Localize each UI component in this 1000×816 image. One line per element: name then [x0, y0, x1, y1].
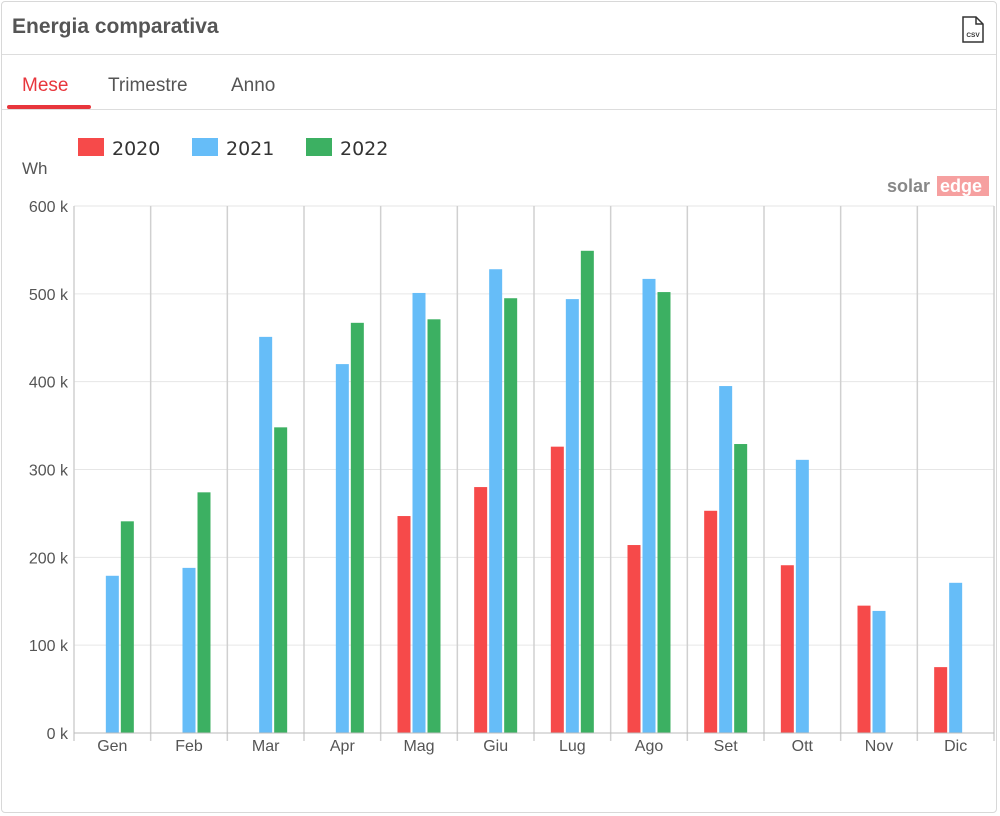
active-tab-indicator [7, 105, 91, 109]
x-tick-label: Nov [865, 738, 893, 755]
y-tick-label: 600 k [29, 199, 69, 216]
logo-solar-text: solar [887, 176, 930, 196]
solaredge-logo: solar edge [887, 176, 989, 196]
bar-2022-Apr[interactable] [350, 322, 364, 733]
x-tick-label: Apr [330, 738, 356, 755]
bar-2020-Nov[interactable] [857, 605, 871, 733]
x-tick-label: Ago [635, 738, 664, 755]
y-tick-label: 0 k [47, 726, 69, 743]
bar-2020-Giu[interactable] [474, 487, 488, 733]
legend-swatch-2022 [306, 138, 332, 156]
legend-swatch-2020 [78, 138, 104, 156]
panel-header: Energia comparativa CSV [2, 2, 996, 55]
legend-label[interactable]: 2020 [112, 138, 160, 160]
y-tick-label: 200 k [29, 550, 69, 567]
period-tabs: Mese Trimestre Anno [2, 55, 996, 110]
y-tick-label: 400 k [29, 375, 69, 392]
bar-2021-Ago[interactable] [642, 278, 656, 733]
bar-2022-Feb[interactable] [197, 492, 211, 733]
bar-2021-Giu[interactable] [489, 269, 503, 733]
bar-2021-Gen[interactable] [105, 575, 119, 733]
panel-title: Energia comparativa [12, 15, 219, 38]
bar-2022-Set[interactable] [734, 444, 748, 733]
bar-2022-Giu[interactable] [504, 298, 518, 733]
x-tick-label: Dic [944, 738, 967, 755]
bar-2020-Mag[interactable] [397, 516, 411, 733]
y-axis-label: Wh [22, 159, 48, 178]
bar-2020-Lug[interactable] [550, 446, 564, 733]
legend-swatch-2021 [192, 138, 218, 156]
csv-file-icon[interactable]: CSV [962, 16, 984, 43]
tab-anno[interactable]: Anno [231, 75, 276, 96]
bar-2021-Lug[interactable] [565, 299, 579, 733]
tab-mese[interactable]: Mese [22, 75, 69, 96]
bar-2020-Ott[interactable] [780, 565, 794, 733]
bar-2021-Dic[interactable] [949, 582, 963, 733]
bar-2021-Set[interactable] [719, 386, 733, 733]
bar-2022-Lug[interactable] [580, 250, 594, 734]
bar-2022-Mar[interactable] [274, 427, 288, 733]
bar-2021-Ott[interactable] [795, 459, 809, 733]
logo-edge-text: edge [940, 176, 982, 196]
y-tick-label: 500 k [29, 287, 69, 304]
tab-trimestre[interactable]: Trimestre [108, 75, 188, 96]
csv-label: CSV [966, 32, 980, 39]
x-tick-label: Set [714, 738, 739, 755]
bar-2020-Ago[interactable] [627, 545, 641, 733]
x-tick-label: Ott [792, 738, 814, 755]
x-tick-label: Mar [252, 738, 280, 755]
bar-2020-Set[interactable] [704, 510, 718, 733]
legend-label[interactable]: 2021 [226, 138, 274, 160]
x-tick-label: Mag [403, 738, 434, 755]
bar-2022-Ago[interactable] [657, 292, 671, 733]
x-tick-label: Gen [97, 738, 127, 755]
y-tick-label: 300 k [29, 463, 69, 480]
bar-2021-Mag[interactable] [412, 292, 426, 733]
bar-2021-Nov[interactable] [872, 610, 886, 733]
bar-2021-Apr[interactable] [335, 364, 349, 733]
bar-2020-Dic[interactable] [934, 667, 948, 733]
bar-2022-Mag[interactable] [427, 319, 441, 733]
y-tick-label: 100 k [29, 638, 69, 655]
x-tick-label: Giu [483, 738, 508, 755]
x-tick-label: Lug [559, 738, 586, 755]
bar-2022-Gen[interactable] [120, 521, 134, 733]
x-tick-label: Feb [175, 738, 203, 755]
legend-label[interactable]: 2022 [340, 138, 388, 160]
bar-2021-Mar[interactable] [259, 336, 273, 733]
bar-2021-Feb[interactable] [182, 567, 196, 733]
